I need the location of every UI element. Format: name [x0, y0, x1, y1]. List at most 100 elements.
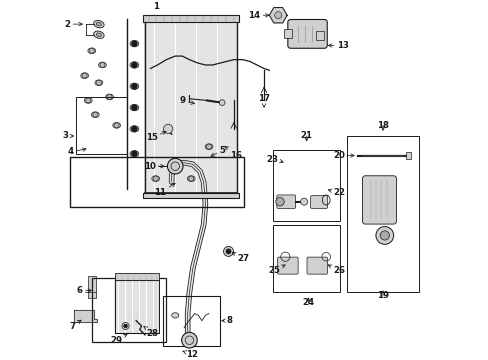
Ellipse shape — [204, 144, 212, 149]
FancyBboxPatch shape — [310, 196, 327, 208]
Bar — [92, 278, 166, 342]
Circle shape — [219, 100, 224, 105]
Text: 2: 2 — [64, 20, 82, 29]
Ellipse shape — [95, 80, 102, 86]
Circle shape — [188, 176, 193, 181]
Ellipse shape — [151, 176, 159, 181]
Circle shape — [107, 94, 112, 99]
Ellipse shape — [130, 62, 139, 68]
Text: 14: 14 — [248, 11, 268, 20]
Text: 16: 16 — [224, 146, 242, 160]
Bar — [272, 150, 340, 221]
Text: 4: 4 — [68, 148, 86, 157]
Text: 7: 7 — [69, 320, 81, 330]
Ellipse shape — [94, 21, 104, 28]
Text: 9: 9 — [180, 96, 194, 105]
FancyBboxPatch shape — [277, 257, 298, 274]
Bar — [272, 225, 340, 292]
Bar — [70, 157, 244, 207]
Circle shape — [114, 123, 119, 128]
Circle shape — [85, 98, 91, 103]
Text: 22: 22 — [327, 188, 345, 197]
Circle shape — [275, 197, 284, 206]
Polygon shape — [269, 8, 286, 23]
Circle shape — [89, 48, 94, 53]
Ellipse shape — [187, 176, 195, 181]
Bar — [283, 30, 292, 38]
Ellipse shape — [91, 112, 99, 117]
Circle shape — [96, 80, 101, 85]
Circle shape — [375, 226, 393, 244]
Circle shape — [167, 158, 183, 174]
Text: 15: 15 — [145, 131, 166, 142]
Bar — [315, 31, 324, 40]
Text: 19: 19 — [376, 291, 388, 300]
FancyBboxPatch shape — [362, 176, 396, 224]
Circle shape — [131, 105, 137, 111]
Circle shape — [131, 84, 137, 89]
Circle shape — [82, 73, 87, 78]
Ellipse shape — [171, 313, 179, 318]
Text: 13: 13 — [328, 41, 348, 50]
Circle shape — [131, 62, 137, 68]
Text: 27: 27 — [232, 252, 249, 263]
Circle shape — [131, 41, 137, 46]
Ellipse shape — [98, 62, 106, 68]
Bar — [76, 97, 127, 154]
Bar — [347, 136, 418, 292]
Circle shape — [185, 336, 193, 345]
Text: 6: 6 — [77, 286, 91, 295]
Circle shape — [100, 63, 105, 67]
Circle shape — [225, 249, 230, 254]
Text: 1: 1 — [152, 2, 159, 11]
Ellipse shape — [130, 83, 139, 90]
Circle shape — [122, 323, 129, 329]
Circle shape — [379, 231, 388, 240]
Ellipse shape — [84, 98, 92, 103]
Text: 25: 25 — [267, 265, 285, 275]
Ellipse shape — [105, 94, 113, 100]
Text: 10: 10 — [143, 162, 164, 171]
Ellipse shape — [81, 73, 88, 78]
Text: 29: 29 — [110, 334, 127, 345]
Circle shape — [181, 332, 197, 348]
Text: 20: 20 — [333, 151, 353, 160]
Circle shape — [123, 324, 127, 328]
Text: 3: 3 — [62, 131, 73, 140]
Bar — [405, 152, 410, 159]
Text: 5: 5 — [210, 146, 225, 156]
Ellipse shape — [96, 33, 102, 37]
Circle shape — [206, 144, 211, 149]
Text: 28: 28 — [143, 327, 159, 338]
Circle shape — [131, 126, 137, 132]
Circle shape — [131, 151, 137, 157]
Bar — [163, 296, 219, 346]
Circle shape — [93, 112, 98, 117]
Text: 21: 21 — [300, 131, 312, 141]
Bar — [143, 193, 239, 198]
Text: 17: 17 — [258, 94, 269, 107]
Ellipse shape — [130, 40, 139, 47]
Circle shape — [223, 247, 233, 256]
Text: 18: 18 — [376, 121, 388, 130]
Text: 11: 11 — [154, 183, 175, 197]
Bar — [115, 274, 159, 280]
Circle shape — [171, 162, 179, 170]
Text: 24: 24 — [302, 298, 314, 307]
Text: 23: 23 — [265, 154, 283, 163]
Ellipse shape — [113, 122, 121, 128]
Circle shape — [300, 198, 307, 205]
Ellipse shape — [130, 150, 139, 157]
Polygon shape — [74, 310, 97, 323]
FancyBboxPatch shape — [276, 195, 295, 208]
Text: 12: 12 — [183, 350, 198, 359]
Text: 8: 8 — [222, 316, 232, 325]
Ellipse shape — [130, 126, 139, 132]
Bar — [143, 15, 239, 22]
Ellipse shape — [94, 31, 104, 39]
FancyBboxPatch shape — [306, 257, 327, 274]
Ellipse shape — [88, 48, 96, 54]
Ellipse shape — [96, 22, 102, 26]
Bar — [88, 276, 96, 298]
Ellipse shape — [130, 104, 139, 111]
